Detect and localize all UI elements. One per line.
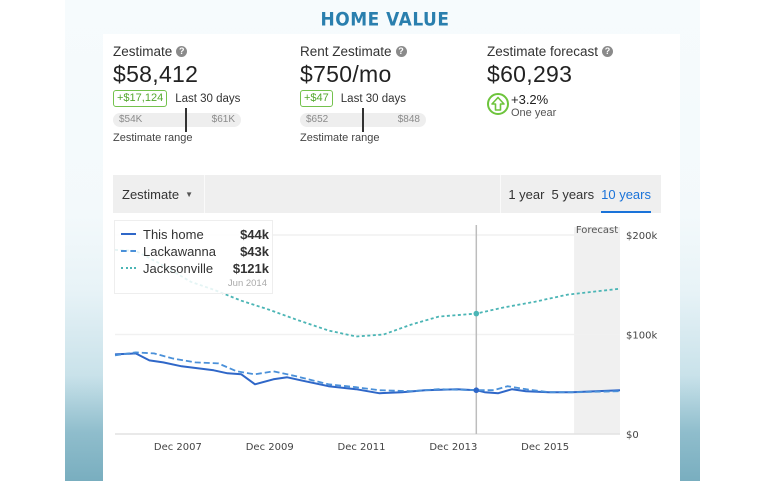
x-tick-label: Dec 2009 bbox=[246, 442, 294, 453]
chart-type-dropdown[interactable]: Zestimate ▼ bbox=[113, 175, 205, 213]
caret-down-icon: ▼ bbox=[185, 189, 193, 199]
x-tick-label: Dec 2013 bbox=[429, 442, 477, 453]
y-tick-label: $0 bbox=[626, 430, 639, 441]
tooltip-date: Jun 2014 bbox=[227, 278, 267, 289]
legend-name: Jacksonville bbox=[143, 260, 214, 276]
forecast-summary: Zestimate forecast? $60,293 +3.2% One ye… bbox=[487, 44, 627, 119]
rent-zestimate-value: $750/mo bbox=[300, 61, 392, 87]
legend-value: $44k bbox=[240, 226, 269, 242]
x-tick-label: Dec 2011 bbox=[338, 442, 386, 453]
question-circle-icon[interactable]: ? bbox=[395, 46, 407, 57]
solid-line-swatch-icon bbox=[121, 233, 136, 235]
chart-tooltip-legend: This home $44k Lackawanna $43k Jacksonvi… bbox=[114, 220, 273, 294]
zestimate-range-bar: $54K $61K bbox=[113, 108, 241, 132]
x-tick-label: Dec 2007 bbox=[154, 442, 202, 453]
zestimate-range-label: Zestimate range bbox=[113, 132, 193, 144]
rent-range-marker bbox=[362, 108, 364, 132]
rent-zestimate-summary: Rent Zestimate? $750/mo +$47 Last 30 days… bbox=[300, 44, 426, 144]
tab-5-years[interactable]: 5 years bbox=[551, 186, 595, 202]
zestimate-range-high: $61K bbox=[211, 114, 235, 125]
rent-zestimate-label: Rent Zestimate bbox=[300, 44, 392, 59]
series-line-lackawanna bbox=[114, 351, 621, 394]
chart-toolbar: Zestimate ▼ 1 year 5 years 10 years bbox=[113, 175, 661, 213]
rent-range-label: Zestimate range bbox=[300, 132, 380, 144]
legend-name: Lackawanna bbox=[143, 243, 216, 259]
question-circle-icon[interactable]: ? bbox=[176, 46, 188, 57]
time-range-tabs: 1 year 5 years 10 years bbox=[500, 175, 661, 213]
hover-point bbox=[473, 310, 480, 317]
legend-item-lackawanna: Lackawanna $43k bbox=[121, 243, 269, 259]
forecast-period: One year bbox=[511, 107, 557, 119]
zestimate-summary: Zestimate? $58,412 +$17,124 Last 30 days … bbox=[113, 44, 241, 144]
zestimate-change-badge: +$17,124 bbox=[113, 90, 168, 107]
dotted-line-swatch-icon bbox=[121, 267, 136, 269]
legend-value: $121k bbox=[232, 260, 269, 276]
x-tick-label: Dec 2015 bbox=[521, 442, 569, 453]
rent-range-high: $848 bbox=[397, 114, 420, 125]
legend-name: This home bbox=[143, 226, 204, 242]
dashed-line-swatch-icon bbox=[121, 250, 136, 252]
arrow-up-circle-icon bbox=[487, 93, 509, 115]
question-circle-icon[interactable]: ? bbox=[602, 46, 614, 57]
forecast-label: Forecast bbox=[576, 225, 618, 236]
chart-type-dropdown-label: Zestimate bbox=[122, 186, 180, 202]
hover-point bbox=[473, 387, 480, 394]
forecast-label: Zestimate forecast bbox=[487, 44, 599, 59]
forecast-change: +3.2% bbox=[511, 92, 549, 107]
tab-1-year[interactable]: 1 year bbox=[508, 186, 545, 202]
legend-item-this-home: This home $44k bbox=[121, 226, 269, 242]
zestimate-value: $58,412 bbox=[113, 61, 199, 87]
forecast-region bbox=[574, 227, 620, 434]
legend-item-jacksonville: Jacksonville $121k bbox=[121, 260, 269, 276]
zestimate-range-low: $54K bbox=[119, 114, 143, 125]
zestimate-label: Zestimate bbox=[113, 44, 173, 59]
forecast-value: $60,293 bbox=[487, 61, 573, 87]
y-tick-label: $200k bbox=[626, 231, 657, 242]
zestimate-change-period: Last 30 days bbox=[175, 92, 241, 105]
y-tick-label: $100k bbox=[626, 331, 657, 342]
zestimate-range-marker bbox=[185, 108, 187, 132]
page-title: HOME VALUE bbox=[320, 9, 450, 31]
series-line-this-home bbox=[114, 352, 621, 395]
rent-change-period: Last 30 days bbox=[340, 92, 406, 105]
tab-10-years[interactable]: 10 years bbox=[601, 186, 651, 213]
rent-range-bar: $652 $848 bbox=[300, 108, 426, 132]
rent-change-badge: +$47 bbox=[300, 90, 333, 107]
rent-range-low: $652 bbox=[306, 114, 329, 125]
legend-value: $43k bbox=[240, 243, 269, 259]
